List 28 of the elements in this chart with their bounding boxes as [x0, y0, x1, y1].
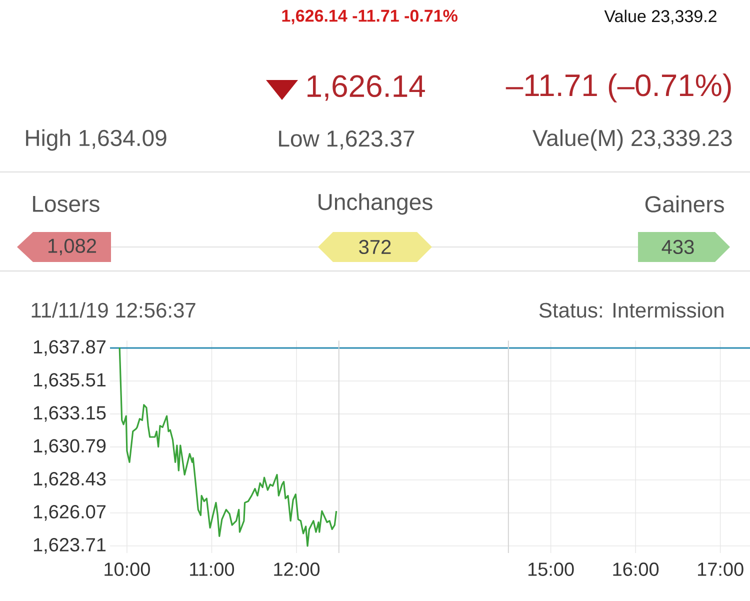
y-tick-label: 1,630.79: [34, 439, 106, 455]
x-tick-label: 10:00: [104, 562, 150, 576]
text: Losers: [33, 196, 100, 212]
text: Value(M) 23,339.23: [532, 129, 732, 151]
y-tick-label: 1,626.07: [34, 505, 106, 521]
y-tick-label: 1,637.87: [34, 340, 106, 356]
x-tick-label: 12:00: [274, 562, 320, 576]
text: Low 1,623.37: [279, 130, 414, 150]
text: Unchanges: [318, 193, 432, 215]
y-tick-label: 1,623.71: [34, 538, 106, 554]
text: –11.71 (–0.71%): [506, 74, 731, 102]
text: Value 23,339.2: [604, 10, 716, 24]
text: 1,082: [48, 238, 96, 256]
text: 1,626.14 -11.71 -0.71%: [282, 10, 458, 24]
x-tick-label: 11:00: [190, 562, 234, 576]
x-tick-label: 15:00: [528, 562, 574, 576]
text: Status: Intermission: [539, 302, 724, 318]
y-tick-label: 1,628.43: [34, 472, 106, 488]
text: 1,626.14: [308, 75, 425, 101]
x-tick-label: 17:00: [698, 562, 744, 576]
y-tick-label: 1,635.51: [34, 373, 106, 389]
text: 433: [662, 240, 694, 254]
y-tick-label: 1,633.15: [34, 406, 106, 422]
x-tick-label: 16:00: [613, 562, 659, 576]
text: 372: [359, 240, 391, 254]
text: Gainers: [645, 196, 724, 212]
text: High 1,634.09: [26, 129, 166, 151]
text: 11/11/19 12:56:37: [32, 302, 196, 318]
